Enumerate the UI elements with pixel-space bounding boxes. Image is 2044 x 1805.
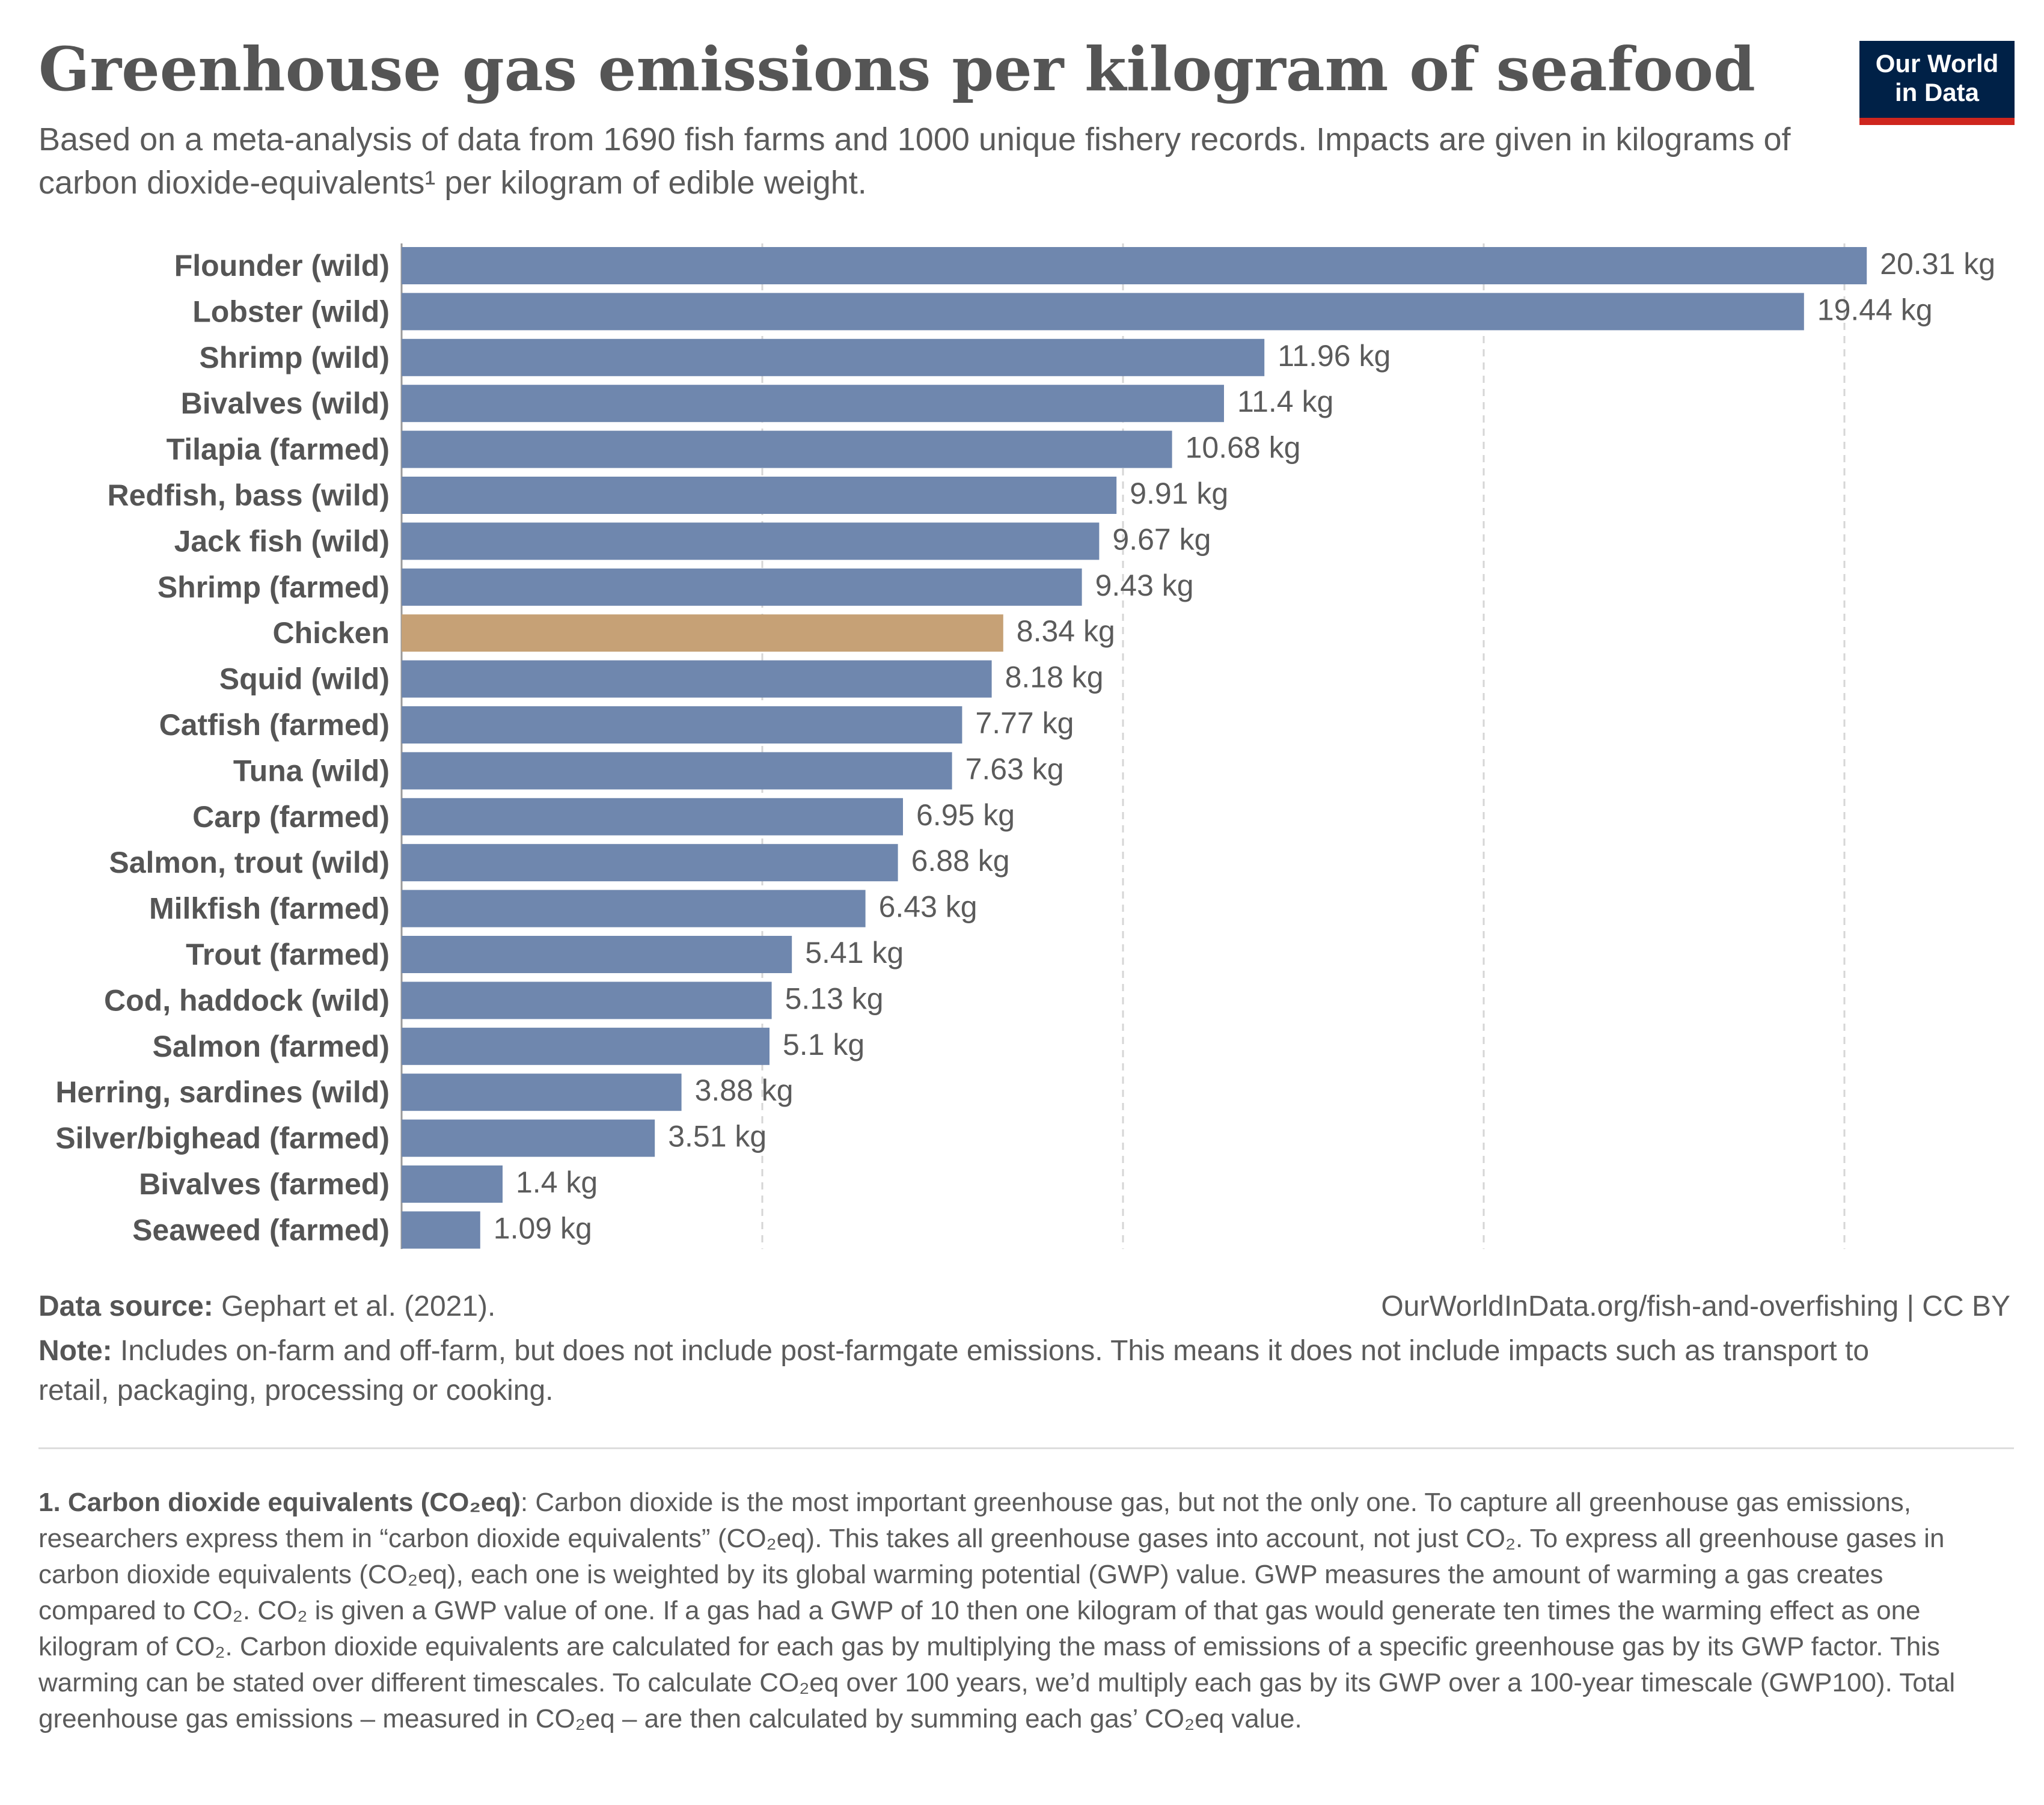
bar[interactable] <box>402 614 1003 652</box>
value-label: 9.67 kg <box>1112 522 1211 556</box>
value-label: 19.44 kg <box>1817 293 1933 326</box>
note-label: Note: <box>38 1335 112 1367</box>
chart-title: Greenhouse gas emissions per kilogram of… <box>38 34 1755 105</box>
value-label: 3.88 kg <box>695 1074 794 1107</box>
category-label: Redfish, bass (wild) <box>107 478 390 512</box>
value-label: 3.51 kg <box>668 1120 766 1153</box>
category-label: Salmon (farmed) <box>152 1030 390 1063</box>
bar[interactable] <box>402 1074 682 1111</box>
data-source-text: Gephart et al. (2021). <box>213 1290 496 1322</box>
bar-chart: Flounder (wild) 20.31 kg Lobster (wild) 19.… <box>55 243 1995 1249</box>
value-label: 8.34 kg <box>1017 614 1115 648</box>
bar[interactable] <box>402 706 962 744</box>
logo-line-1: Our World <box>1875 49 1999 78</box>
bar[interactable] <box>402 1211 480 1249</box>
bar[interactable] <box>402 430 1172 468</box>
category-label: Salmon, trout (wild) <box>109 846 390 879</box>
value-label: 8.18 kg <box>1005 661 1104 694</box>
category-label: Trout (farmed) <box>186 938 390 971</box>
bar[interactable] <box>402 1165 503 1203</box>
bar[interactable] <box>402 522 1100 560</box>
value-label: 6.95 kg <box>916 798 1015 832</box>
bar[interactable] <box>402 247 1867 284</box>
bar[interactable] <box>402 890 866 927</box>
note-text: Includes on-farm and off-farm, but does … <box>38 1335 1870 1406</box>
value-label: 5.41 kg <box>805 936 904 970</box>
category-label: Herring, sardines (wild) <box>55 1075 390 1109</box>
bar[interactable] <box>402 477 1117 514</box>
value-label: 6.88 kg <box>911 844 1010 878</box>
data-source: Data source: Gephart et al. (2021). <box>38 1290 495 1323</box>
footnote-divider <box>38 1447 2014 1449</box>
category-label: Squid (wild) <box>219 662 390 696</box>
data-source-label: Data source: <box>38 1290 213 1322</box>
value-label: 7.63 kg <box>965 752 1064 786</box>
value-label: 10.68 kg <box>1186 431 1301 465</box>
owid-logo[interactable]: Our World in Data <box>1859 41 2015 125</box>
footnote-label: 1. Carbon dioxide equivalents (CO₂eq) <box>38 1488 521 1517</box>
category-label: Flounder (wild) <box>174 249 390 283</box>
category-label: Bivalves (wild) <box>181 386 390 420</box>
value-label: 11.4 kg <box>1237 385 1333 418</box>
bar[interactable] <box>402 660 992 698</box>
bars: Flounder (wild) 20.31 kg Lobster (wild) 19.… <box>55 247 1995 1249</box>
value-label: 11.96 kg <box>1278 339 1391 373</box>
category-label: Catfish (farmed) <box>159 708 390 742</box>
bar[interactable] <box>402 1027 770 1065</box>
category-label: Carp (farmed) <box>192 800 390 834</box>
bar[interactable] <box>402 752 952 790</box>
footnote-text: : Carbon dioxide is the most important g… <box>38 1488 1956 1733</box>
category-label: Cod, haddock (wild) <box>104 983 390 1017</box>
value-label: 1.4 kg <box>516 1165 598 1199</box>
value-label: 5.13 kg <box>785 982 884 1015</box>
value-label: 9.91 kg <box>1130 477 1228 510</box>
value-label: 9.43 kg <box>1095 569 1194 602</box>
chart-subtitle: Based on a meta-analysis of data from 16… <box>38 121 1791 201</box>
category-label: Silver/bighead (farmed) <box>55 1122 390 1155</box>
gridlines <box>761 243 1846 1249</box>
bar[interactable] <box>402 338 1265 376</box>
category-label: Tuna (wild) <box>233 754 390 787</box>
source-url-link[interactable]: OurWorldInData.org/fish-and-overfishing … <box>1381 1290 2010 1322</box>
bar[interactable] <box>402 798 903 835</box>
bar[interactable] <box>402 982 772 1019</box>
category-label: Lobster (wild) <box>192 295 390 328</box>
category-label: Jack fish (wild) <box>174 524 390 558</box>
chart-note: Note: Includes on-farm and off-farm, but… <box>38 1331 1932 1411</box>
category-label: Shrimp (wild) <box>199 341 390 374</box>
value-label: 7.77 kg <box>975 706 1074 740</box>
category-label: Milkfish (farmed) <box>149 892 390 926</box>
value-label: 6.43 kg <box>879 890 978 924</box>
category-label: Shrimp (farmed) <box>158 570 390 604</box>
bar[interactable] <box>402 936 792 973</box>
value-label: 5.1 kg <box>783 1028 864 1061</box>
category-label: Tilapia (farmed) <box>167 433 390 466</box>
logo-line-2: in Data <box>1894 78 1980 106</box>
bar[interactable] <box>402 1119 655 1157</box>
category-label: Bivalves (farmed) <box>139 1167 390 1201</box>
category-label: Chicken <box>272 616 390 650</box>
bar[interactable] <box>402 293 1804 331</box>
value-label: 1.09 kg <box>494 1211 592 1245</box>
category-label: Seaweed (farmed) <box>132 1213 390 1247</box>
bar[interactable] <box>402 844 898 882</box>
bar[interactable] <box>402 568 1082 606</box>
bar[interactable] <box>402 385 1224 423</box>
value-label: 20.31 kg <box>1880 247 1995 281</box>
footnote: 1. Carbon dioxide equivalents (CO₂eq): C… <box>38 1485 1998 1737</box>
